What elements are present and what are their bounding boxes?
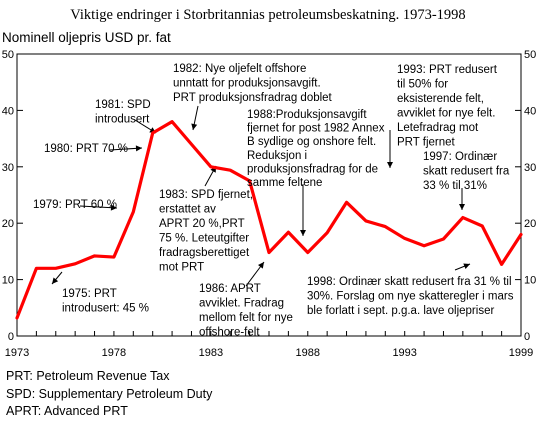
y-tick-label-left: 40 bbox=[2, 105, 14, 117]
annotation-1980: 1980: PRT 70 % bbox=[44, 143, 128, 155]
annotation-line: ble forlatt i sept. p.g.a. lave oljepris… bbox=[307, 305, 494, 317]
chart: Viktige endringer i Storbritannias petro… bbox=[0, 0, 537, 368]
y-tick-label-right: 20 bbox=[524, 218, 536, 230]
y-tick-label-right: 30 bbox=[524, 162, 536, 174]
x-tick-label: 1973 bbox=[5, 347, 29, 359]
annotation-1981: 1981: SPD introdusert bbox=[95, 99, 151, 126]
y-tick-label-right: 40 bbox=[524, 105, 536, 117]
x-tick-label: 1988 bbox=[296, 347, 320, 359]
annotation-line: 1983: SPD fjernet, bbox=[159, 189, 253, 201]
annotation-line: B sydlige og onshore felt. bbox=[247, 136, 376, 148]
annotation-line: skatt redusert fra bbox=[423, 166, 510, 178]
annotation-line: samme feltene bbox=[247, 177, 322, 189]
annotation-line: 1980: PRT 70 % bbox=[44, 143, 128, 155]
y-tick-label-right: 10 bbox=[524, 275, 536, 287]
x-tick-label: 1983 bbox=[199, 347, 223, 359]
arrow-head bbox=[459, 204, 465, 210]
annotation-line: mellom felt for nye bbox=[199, 312, 293, 324]
annotation-line: 1997: Ordinær bbox=[423, 151, 497, 163]
annotation-line: 1975: PRT bbox=[62, 288, 117, 300]
annotation-line: PRT produksjonsfradrag doblet bbox=[173, 92, 333, 104]
annotation-line: unntatt for produksjonsavgift. bbox=[173, 78, 321, 90]
y-tick-label-right: 0 bbox=[524, 331, 530, 343]
annotation-1998: 1998: Ordinær skatt redusert fra 31 % ti… bbox=[307, 276, 514, 317]
annotation-line: APRT 20 %,PRT bbox=[159, 218, 245, 230]
annotation-line: offshore-felt bbox=[199, 327, 260, 339]
annotation-line: produksjonsfradrag for de bbox=[247, 163, 378, 175]
arrow-head bbox=[136, 145, 142, 151]
annotation-line: 1988:Produksjonsavgift bbox=[247, 109, 367, 121]
y-tick-label-left: 30 bbox=[2, 162, 14, 174]
annotation-line: fradragsberettiget bbox=[159, 247, 250, 259]
annotation-line: Letefradrag mot bbox=[397, 122, 479, 134]
arrow-head bbox=[387, 162, 393, 168]
annotation-line: Reduksjon i bbox=[247, 150, 307, 162]
annotation-line: avviklet for nye felt. bbox=[397, 108, 495, 120]
legend-aprt: APRT: Advanced PRT bbox=[6, 403, 212, 421]
annotation-line: avviklet. Fradrag bbox=[199, 298, 284, 310]
chart-title: Viktige endringer i Storbritannias petro… bbox=[70, 7, 465, 23]
annotation-line: 30%. Forslag om nye skatteregler i mars bbox=[307, 291, 514, 303]
arrow-head bbox=[191, 124, 197, 130]
y-tick-label-right: 50 bbox=[524, 49, 536, 61]
annotation-line: 1998: Ordinær skatt redusert fra 31 % ti… bbox=[307, 276, 512, 288]
abbreviation-legend: PRT: Petroleum Revenue Tax SPD: Suppleme… bbox=[6, 368, 212, 421]
x-tick-label: 1993 bbox=[392, 347, 416, 359]
annotation-line: fjernet for post 1982 Annex bbox=[247, 123, 385, 135]
annotation-line: eksisterende felt, bbox=[397, 93, 484, 105]
y-tick-label-left: 50 bbox=[2, 49, 14, 61]
legend-spd: SPD: Supplementary Petroleum Duty bbox=[6, 386, 212, 404]
annotation-line: erstattet av bbox=[159, 204, 216, 216]
annotation-line: 1986: APRT bbox=[199, 283, 261, 295]
y-tick-label-left: 10 bbox=[2, 275, 14, 287]
annotation-line: 33 % til 31% bbox=[423, 180, 487, 192]
x-tick-label: 1999 bbox=[509, 347, 533, 359]
legend-prt: PRT: Petroleum Revenue Tax bbox=[6, 368, 212, 386]
x-tick-label: 1978 bbox=[102, 347, 126, 359]
annotation-line: PRT fjernet bbox=[397, 137, 456, 149]
y-tick-label-left: 0 bbox=[8, 331, 14, 343]
annotation-1986: 1986: APRT avviklet. Fradrag mellom felt f… bbox=[199, 283, 293, 339]
annotation-line: introdusert: 45 % bbox=[62, 303, 149, 315]
annotation-line: introdusert bbox=[95, 114, 150, 126]
annotation-line: 75 %. Leteutgifter bbox=[159, 233, 249, 245]
annotation-line: til 50% for bbox=[397, 79, 448, 91]
annotation-line: 1982: Nye oljefelt offshore bbox=[173, 63, 306, 75]
annotation-1997: 1997: Ordinær skatt redusert fra 33 % til … bbox=[423, 151, 510, 192]
annotation-1988: 1988:Produksjonsavgift fjernet for post 1… bbox=[247, 109, 385, 189]
annotations: 1975: PRT introdusert: 45 % 1979: PRT 60 %… bbox=[33, 63, 514, 339]
annotation-1982: 1982: Nye oljefelt offshore unntatt for p… bbox=[173, 63, 333, 104]
y-axis-label: Nominell oljepris USD pr. fat bbox=[2, 30, 171, 45]
y-tick-label-left: 20 bbox=[2, 218, 14, 230]
annotation-1983: 1983: SPD fjernet, erstattet av APRT 20 %,… bbox=[159, 189, 253, 274]
annotation-line: 1979: PRT 60 % bbox=[33, 199, 117, 211]
annotation-line: mot PRT bbox=[159, 262, 204, 274]
arrow-head bbox=[258, 262, 264, 269]
annotation-1993: 1993: PRT redusert til 50% for eksisterend… bbox=[397, 64, 498, 149]
annotation-line: 1981: SPD bbox=[95, 99, 151, 111]
annotation-line: 1993: PRT redusert bbox=[397, 64, 498, 76]
arrow-head bbox=[300, 230, 306, 236]
annotation-1979: 1979: PRT 60 % bbox=[33, 199, 117, 211]
annotation-1973: 1975: PRT introdusert: 45 % bbox=[62, 288, 149, 315]
